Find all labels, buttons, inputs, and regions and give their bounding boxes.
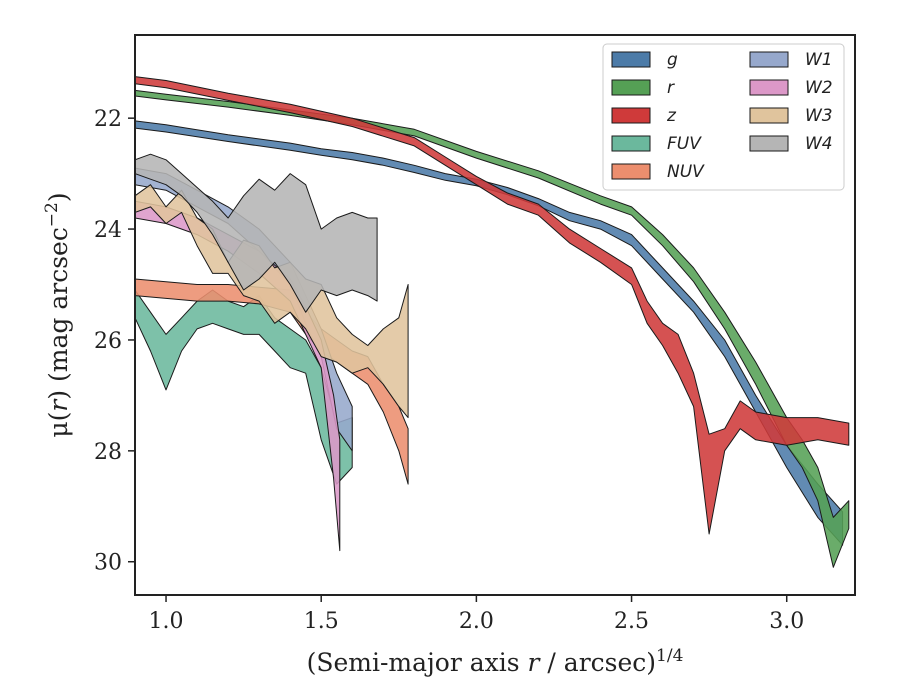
y-axis-label: μ(r) (mag arcsec−2) [42,192,73,437]
legend-swatch-r [611,79,651,96]
y-tick-label: 26 [94,329,122,354]
legend-label-w2: W2 [805,78,833,98]
plot-frame [134,34,856,596]
legend-swatch-fuv [611,135,651,152]
band-w4 [135,153,378,313]
legend-swatch-w2 [749,79,789,96]
legend-swatch-g [611,51,651,68]
legend-label-w3: W3 [805,106,833,126]
legend-swatch-z [611,107,651,124]
x-tick-label: 3.0 [769,609,804,634]
legend-swatch-w1 [749,51,789,68]
legend-label-r: r [667,78,675,98]
y-tick-label: 30 [94,551,122,576]
x-tick-label: 2.5 [614,609,649,634]
y-tick-label: 22 [94,107,122,132]
y-tick-label: 28 [94,440,122,465]
band-layer [135,76,850,568]
x-axis-label: (Semi-major axis r / arcsec)1/4 [307,646,684,677]
legend-label-w1: W1 [805,50,833,70]
x-tick-label: 2.0 [459,609,494,634]
legend-label-fuv: FUV [667,134,702,154]
x-axis: 1.0 1.5 2.0 2.5 3.0 [149,595,804,634]
legend-label-nuv: NUV [667,162,705,182]
legend-swatch-w3 [749,107,789,124]
legend-swatch-w4 [749,135,789,152]
x-tick-label: 1.0 [149,609,184,634]
band-r [135,89,850,568]
y-axis: 22 24 26 28 30 [94,107,135,576]
y-tick-label: 24 [94,218,122,243]
x-tick-label: 1.5 [304,609,339,634]
legend-label-w4: W4 [805,134,833,154]
legend-swatch-nuv [611,163,651,180]
legend-label-z: z [666,106,677,126]
band-z [135,76,850,535]
legend-label-g: g [667,50,678,70]
legend: grz FUV NUV W1 W2 W3 W4 [602,43,845,191]
